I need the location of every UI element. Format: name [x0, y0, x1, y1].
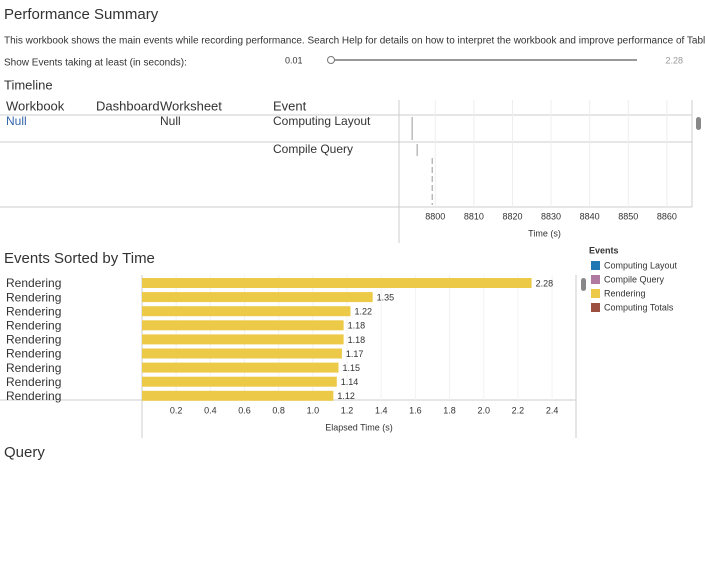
x-tick-label: 0.2 — [170, 405, 183, 415]
scrollbar[interactable] — [581, 278, 586, 291]
column-header[interactable]: Event — [273, 98, 307, 113]
x-tick-label: 8810 — [464, 211, 484, 221]
x-tick-label: 1.4 — [375, 405, 388, 415]
x-tick-label: 8820 — [502, 211, 522, 221]
x-tick-label: 8840 — [580, 211, 600, 221]
x-tick-label: 0.6 — [238, 405, 251, 415]
x-tick-label: 8830 — [541, 211, 561, 221]
column-header[interactable]: Workbook — [6, 98, 65, 113]
legend-swatch[interactable] — [591, 289, 600, 298]
bar — [142, 320, 344, 331]
scrollbar[interactable] — [696, 117, 701, 130]
legend-swatch[interactable] — [591, 275, 600, 284]
x-tick-label: 1.6 — [409, 405, 422, 415]
legend-label[interactable]: Compile Query — [604, 274, 665, 284]
bar — [142, 376, 337, 387]
data-label: 1.15 — [342, 363, 360, 373]
x-tick-label: 1.8 — [443, 405, 456, 415]
x-tick-label: 1.2 — [341, 405, 354, 415]
data-label: 1.22 — [354, 307, 372, 317]
data-label: 1.12 — [337, 391, 355, 401]
category-label: Rendering — [6, 361, 61, 375]
legend-label[interactable]: Computing Totals — [604, 302, 674, 312]
x-axis-label: Elapsed Time (s) — [325, 422, 393, 432]
data-label: 1.18 — [348, 335, 366, 345]
x-tick-label: 2.0 — [477, 405, 490, 415]
x-axis-label: Time (s) — [528, 228, 561, 238]
legend-swatch[interactable] — [591, 261, 600, 270]
data-label: 1.18 — [348, 321, 366, 331]
data-label: 2.28 — [536, 278, 554, 288]
legend-label[interactable]: Rendering — [604, 288, 646, 298]
data-label: 1.35 — [377, 292, 395, 302]
timeline-title: Timeline — [4, 77, 53, 92]
x-tick-label: 8860 — [657, 211, 677, 221]
bar — [142, 278, 532, 288]
x-tick-label: 8850 — [618, 211, 638, 221]
x-tick-label: 8800 — [425, 211, 445, 221]
legend-label[interactable]: Computing Layout — [604, 260, 678, 270]
x-tick-label: 0.4 — [204, 405, 217, 415]
x-tick-label: 2.4 — [546, 405, 559, 415]
x-tick-label: 0.8 — [272, 405, 285, 415]
cell: Compile Query — [273, 142, 353, 156]
category-label: Rendering — [6, 290, 61, 304]
data-label: 1.17 — [346, 349, 364, 359]
category-label: Rendering — [6, 276, 61, 290]
x-tick-label: 1.0 — [307, 405, 320, 415]
category-label: Rendering — [6, 389, 61, 403]
cell: Computing Layout — [273, 114, 371, 128]
filter-label: Show Events taking at least (in seconds)… — [4, 58, 187, 69]
chart-title: Events Sorted by Time — [4, 250, 155, 267]
filter-max: 2.28 — [665, 55, 683, 65]
bar — [142, 362, 339, 373]
description: This workbook shows the main events whil… — [4, 36, 705, 47]
legend-swatch[interactable] — [591, 303, 600, 312]
category-label: Rendering — [6, 375, 61, 389]
x-tick-label: 2.2 — [512, 405, 525, 415]
category-label: Rendering — [6, 347, 61, 361]
bar — [142, 292, 373, 303]
bar — [142, 306, 351, 317]
legend-title: Events — [589, 245, 619, 255]
data-label: 1.14 — [341, 377, 359, 387]
filter-min: 0.01 — [285, 55, 303, 65]
category-label: Rendering — [6, 304, 61, 318]
query-title: Query — [4, 444, 45, 461]
page-title: Performance Summary — [4, 6, 159, 23]
cell: Null — [160, 114, 181, 128]
category-label: Rendering — [6, 333, 61, 347]
column-header[interactable]: Worksheet — [160, 98, 222, 113]
column-header[interactable]: Dashboard — [96, 98, 160, 113]
bar — [142, 334, 344, 345]
bar — [142, 390, 334, 401]
slider-handle[interactable] — [327, 56, 335, 64]
category-label: Rendering — [6, 318, 61, 332]
bar — [142, 348, 342, 359]
cell[interactable]: Null — [6, 114, 27, 128]
